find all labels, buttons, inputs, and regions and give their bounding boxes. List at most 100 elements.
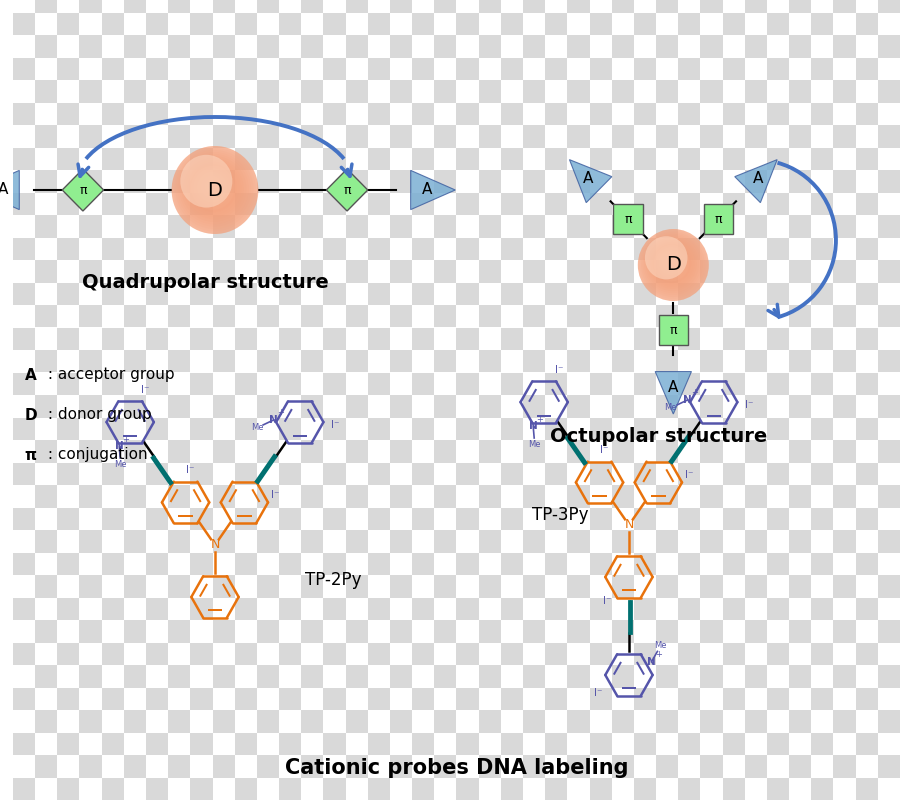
Bar	[168, 260, 191, 282]
Bar	[545, 418, 567, 440]
Bar	[124, 530, 146, 553]
Bar	[479, 305, 500, 327]
Bar	[346, 0, 368, 13]
Bar	[523, 170, 545, 193]
Bar	[235, 687, 256, 710]
Bar	[789, 575, 811, 598]
Bar	[168, 440, 191, 462]
Bar	[124, 485, 146, 507]
Bar	[102, 507, 124, 530]
Bar	[279, 733, 302, 755]
Bar	[612, 395, 634, 418]
Text: N: N	[647, 657, 656, 666]
Bar	[856, 193, 878, 215]
Bar	[833, 80, 856, 102]
Bar	[523, 0, 545, 13]
Bar	[256, 440, 279, 462]
Bar	[323, 598, 346, 620]
Bar	[191, 373, 212, 395]
Bar	[35, 755, 58, 778]
Bar	[634, 462, 656, 485]
Bar	[456, 733, 479, 755]
Bar	[590, 418, 612, 440]
Bar	[79, 0, 102, 13]
Bar	[256, 530, 279, 553]
Text: π: π	[625, 213, 632, 226]
Bar	[479, 530, 500, 553]
Bar	[212, 80, 235, 102]
Bar	[567, 305, 590, 327]
Text: D: D	[208, 181, 222, 199]
Bar	[745, 530, 767, 553]
Bar	[833, 710, 856, 733]
Bar	[590, 13, 612, 35]
Bar	[523, 485, 545, 507]
Bar	[279, 147, 302, 170]
Bar	[124, 305, 146, 327]
Bar	[590, 58, 612, 80]
Bar	[146, 733, 168, 755]
Bar	[323, 102, 346, 125]
Bar	[833, 125, 856, 147]
Bar	[146, 147, 168, 170]
Bar	[302, 215, 323, 238]
Bar	[146, 598, 168, 620]
Bar	[567, 755, 590, 778]
Bar	[878, 755, 900, 778]
Bar	[656, 575, 679, 598]
Bar	[767, 13, 789, 35]
Bar	[567, 215, 590, 238]
Bar	[412, 373, 435, 395]
Bar	[811, 733, 833, 755]
Bar	[723, 642, 745, 665]
Text: I⁻: I⁻	[141, 385, 149, 394]
Bar	[412, 102, 435, 125]
Bar	[346, 530, 368, 553]
Bar	[13, 778, 35, 800]
Bar	[412, 238, 435, 260]
Bar	[390, 35, 412, 58]
Bar	[390, 0, 412, 13]
Bar	[79, 80, 102, 102]
Circle shape	[645, 236, 688, 279]
Bar	[412, 58, 435, 80]
Bar	[567, 350, 590, 373]
Bar	[368, 238, 390, 260]
Bar	[323, 733, 346, 755]
Bar	[634, 733, 656, 755]
Bar	[435, 395, 456, 418]
Bar	[235, 553, 256, 575]
Bar	[323, 147, 346, 170]
Bar	[124, 80, 146, 102]
Bar	[612, 0, 634, 13]
Bar	[500, 58, 523, 80]
Bar	[368, 418, 390, 440]
Bar	[745, 440, 767, 462]
Bar	[500, 778, 523, 800]
Bar	[789, 710, 811, 733]
Bar	[479, 215, 500, 238]
Bar	[679, 102, 700, 125]
Bar	[856, 58, 878, 80]
Bar	[545, 687, 567, 710]
Bar	[456, 102, 479, 125]
Bar	[634, 373, 656, 395]
Bar	[212, 125, 235, 147]
Bar	[456, 373, 479, 395]
Bar	[323, 58, 346, 80]
Bar	[146, 778, 168, 800]
Bar	[412, 553, 435, 575]
Bar	[191, 418, 212, 440]
Bar	[656, 530, 679, 553]
Bar	[700, 350, 723, 373]
Bar	[368, 733, 390, 755]
Bar	[191, 327, 212, 350]
Bar	[723, 462, 745, 485]
Bar	[545, 462, 567, 485]
Circle shape	[649, 240, 695, 287]
Bar	[102, 462, 124, 485]
Bar	[612, 305, 634, 327]
Bar	[191, 687, 212, 710]
Bar	[191, 13, 212, 35]
Bar	[767, 373, 789, 395]
